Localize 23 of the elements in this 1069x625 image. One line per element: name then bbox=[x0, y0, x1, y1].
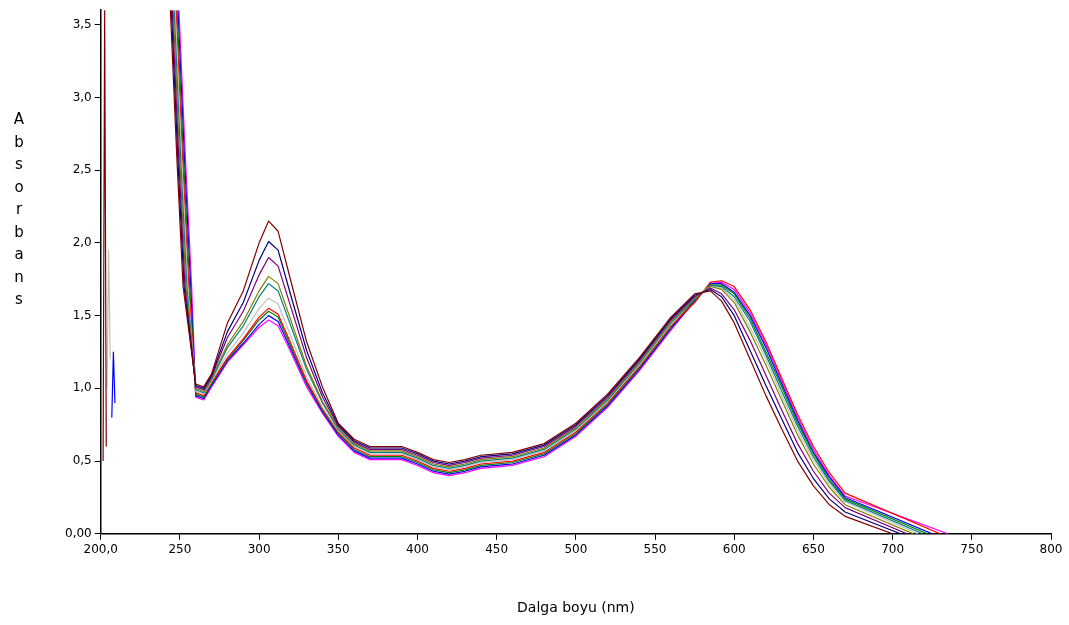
y-tick-label: 0,5 bbox=[72, 453, 92, 468]
x-tick-label: 300 bbox=[247, 542, 271, 557]
x-tick-label: 600 bbox=[722, 542, 746, 557]
y-tick-label: 1,5 bbox=[72, 307, 92, 322]
x-tick-label: 350 bbox=[326, 542, 350, 557]
x-tick-label: 500 bbox=[564, 542, 588, 557]
x-tick-label: 650 bbox=[801, 542, 825, 557]
x-tick-label: 800 bbox=[1039, 542, 1063, 557]
y-tick-label: 3,0 bbox=[72, 89, 92, 104]
x-axis-title: Dalga boyu (nm) bbox=[517, 599, 635, 616]
y-tick-label: 1,0 bbox=[72, 380, 92, 395]
x-tick-label: 550 bbox=[643, 542, 667, 557]
x-tick-label: 700 bbox=[881, 542, 905, 557]
x-tick-label: 400 bbox=[406, 542, 429, 557]
y-tick-label: 2,0 bbox=[72, 235, 92, 250]
x-tick-label: 200,0 bbox=[83, 542, 118, 557]
x-tick-label: 250 bbox=[168, 542, 192, 557]
y-tick-label: 0,00 bbox=[65, 525, 92, 540]
text: Absorbans bbox=[13, 110, 25, 308]
y-tick-label: 2,5 bbox=[72, 162, 92, 177]
x-tick-label: 750 bbox=[960, 542, 984, 557]
x-tick-label: 450 bbox=[485, 542, 509, 557]
y-tick-label: 3,5 bbox=[72, 16, 92, 31]
